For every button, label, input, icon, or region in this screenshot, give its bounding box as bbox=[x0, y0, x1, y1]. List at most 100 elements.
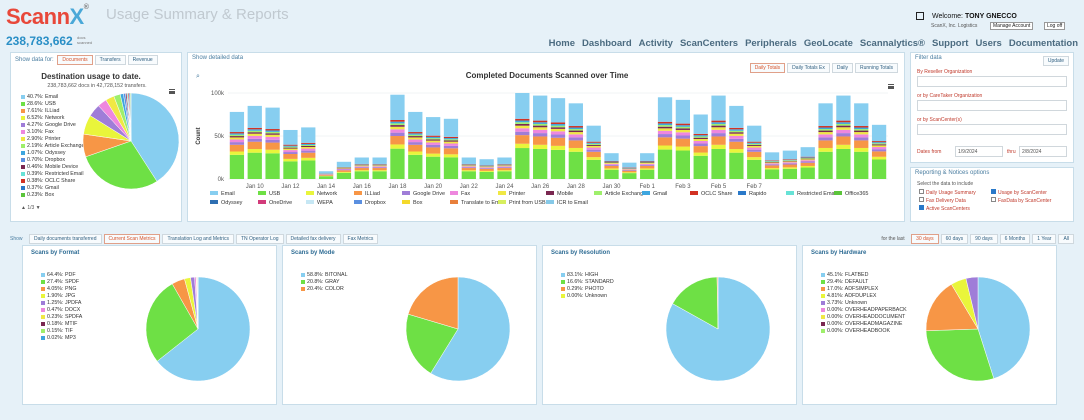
bar-segment[interactable] bbox=[301, 127, 316, 143]
bar-segment[interactable] bbox=[265, 133, 280, 135]
bar-segment[interactable] bbox=[818, 134, 833, 138]
bar-segment[interactable] bbox=[782, 164, 798, 168]
bar-segment[interactable] bbox=[871, 141, 887, 143]
bar-segment[interactable] bbox=[818, 126, 833, 128]
bar-segment[interactable] bbox=[229, 136, 245, 138]
bar-segment[interactable] bbox=[747, 143, 762, 145]
bar-segment[interactable] bbox=[640, 165, 655, 169]
bar-segment[interactable] bbox=[818, 132, 833, 135]
bar-segment[interactable] bbox=[640, 153, 655, 161]
bar-segment[interactable] bbox=[836, 133, 851, 137]
bar-segment[interactable] bbox=[247, 149, 262, 153]
destination-legend-item[interactable]: 3.10%: Fax bbox=[21, 129, 84, 136]
bar-segment[interactable] bbox=[693, 155, 708, 179]
bar-segment[interactable] bbox=[747, 145, 762, 148]
bar-segment[interactable] bbox=[818, 140, 833, 148]
bar-segment[interactable] bbox=[533, 122, 548, 124]
bar-segment[interactable] bbox=[675, 125, 690, 127]
bar-segment[interactable] bbox=[800, 160, 815, 162]
bar-segment[interactable] bbox=[515, 123, 530, 126]
series-legend-label[interactable]: Google Drive bbox=[413, 191, 445, 197]
tab-tn-operator-log[interactable]: TN Operator Log bbox=[235, 234, 284, 244]
bar-segment[interactable] bbox=[764, 162, 780, 164]
bar-segment[interactable] bbox=[747, 142, 762, 144]
nav-peripherals[interactable]: Peripherals bbox=[745, 38, 797, 49]
bar-segment[interactable] bbox=[836, 127, 851, 130]
chart-menu-icon[interactable] bbox=[888, 84, 894, 89]
bar-segment[interactable] bbox=[229, 151, 245, 155]
bar-segment[interactable] bbox=[533, 95, 548, 121]
bar-segment[interactable] bbox=[836, 95, 851, 121]
bar-segment[interactable] bbox=[622, 172, 637, 174]
bar-segment[interactable] bbox=[747, 125, 762, 142]
bar-segment[interactable] bbox=[675, 135, 690, 139]
card-legend-item[interactable]: 1.90%: JPG bbox=[41, 293, 82, 300]
bar-segment[interactable] bbox=[764, 161, 780, 163]
bar-segment[interactable] bbox=[657, 130, 673, 135]
bar-segment[interactable] bbox=[443, 145, 459, 149]
nav-dashboard[interactable]: Dashboard bbox=[582, 38, 632, 49]
bar-segment[interactable] bbox=[265, 131, 280, 134]
card-slice[interactable] bbox=[965, 276, 979, 330]
bar-segment[interactable] bbox=[408, 111, 423, 133]
destination-legend-item[interactable]: 6.52%: Network bbox=[21, 115, 84, 122]
bar-segment[interactable] bbox=[711, 125, 726, 128]
bar-segment[interactable] bbox=[604, 161, 619, 162]
bar-segment[interactable] bbox=[283, 144, 298, 146]
bar-segment[interactable] bbox=[461, 157, 476, 164]
bar-segment[interactable] bbox=[729, 149, 744, 153]
bar-segment[interactable] bbox=[657, 128, 673, 131]
bar-segment[interactable] bbox=[657, 121, 673, 124]
bar-segment[interactable] bbox=[372, 170, 387, 172]
bar-segment[interactable] bbox=[604, 169, 619, 179]
bar-segment[interactable] bbox=[604, 164, 619, 166]
bar-segment[interactable] bbox=[711, 144, 726, 149]
bar-segment[interactable] bbox=[408, 142, 423, 145]
bar-segment[interactable] bbox=[354, 166, 369, 168]
bar-segment[interactable] bbox=[764, 169, 780, 179]
period-30-days[interactable]: 30 days bbox=[911, 234, 939, 244]
scannx-logo[interactable]: ScannX® bbox=[6, 4, 89, 29]
bar-segment[interactable] bbox=[515, 125, 530, 129]
bar-segment[interactable] bbox=[711, 122, 726, 124]
bar-segment[interactable] bbox=[747, 151, 762, 158]
bar-segment[interactable] bbox=[229, 132, 245, 134]
bar-segment[interactable] bbox=[657, 125, 673, 127]
bar-segment[interactable] bbox=[426, 144, 441, 148]
card-legend-item[interactable]: 4.81%: ADFDUPLEX bbox=[821, 293, 907, 300]
bar-segment[interactable] bbox=[764, 160, 780, 162]
bar-segment[interactable] bbox=[265, 142, 280, 150]
bar-segment[interactable] bbox=[515, 120, 530, 123]
bar-segment[interactable] bbox=[836, 123, 851, 126]
bar-segment[interactable] bbox=[711, 133, 726, 137]
bar-segment[interactable] bbox=[675, 138, 690, 147]
bar-segment[interactable] bbox=[283, 129, 298, 145]
bar-segment[interactable] bbox=[461, 166, 476, 168]
bar-segment[interactable] bbox=[747, 147, 762, 150]
bar-segment[interactable] bbox=[568, 103, 583, 127]
bar-segment[interactable] bbox=[711, 95, 726, 121]
bar-segment[interactable] bbox=[497, 168, 512, 171]
bar-segment[interactable] bbox=[247, 105, 262, 128]
bar-segment[interactable] bbox=[747, 141, 762, 143]
bar-segment[interactable] bbox=[283, 145, 298, 147]
bar-segment[interactable] bbox=[515, 93, 530, 119]
bar-segment[interactable] bbox=[568, 147, 583, 152]
destination-slice[interactable] bbox=[130, 92, 132, 142]
bar-segment[interactable] bbox=[800, 157, 815, 158]
destination-legend-item[interactable]: 2.90%: Printer bbox=[21, 136, 84, 143]
legend-pager[interactable]: ▲ 1/3 ▼ bbox=[21, 205, 41, 211]
bar-segment[interactable] bbox=[354, 168, 369, 171]
bar-segment[interactable] bbox=[640, 168, 655, 170]
bar-segment[interactable] bbox=[515, 135, 530, 144]
nav-documentation[interactable]: Documentation bbox=[1008, 38, 1078, 49]
bar-segment[interactable] bbox=[604, 168, 619, 170]
bar-segment[interactable] bbox=[568, 127, 583, 130]
bar-segment[interactable] bbox=[426, 139, 441, 141]
bar-segment[interactable] bbox=[247, 130, 262, 133]
bar-segment[interactable] bbox=[301, 143, 316, 145]
bar-segment[interactable] bbox=[283, 161, 298, 179]
bar-segment[interactable] bbox=[265, 107, 280, 130]
bar-segment[interactable] bbox=[265, 134, 280, 137]
bar-segment[interactable] bbox=[301, 148, 316, 151]
